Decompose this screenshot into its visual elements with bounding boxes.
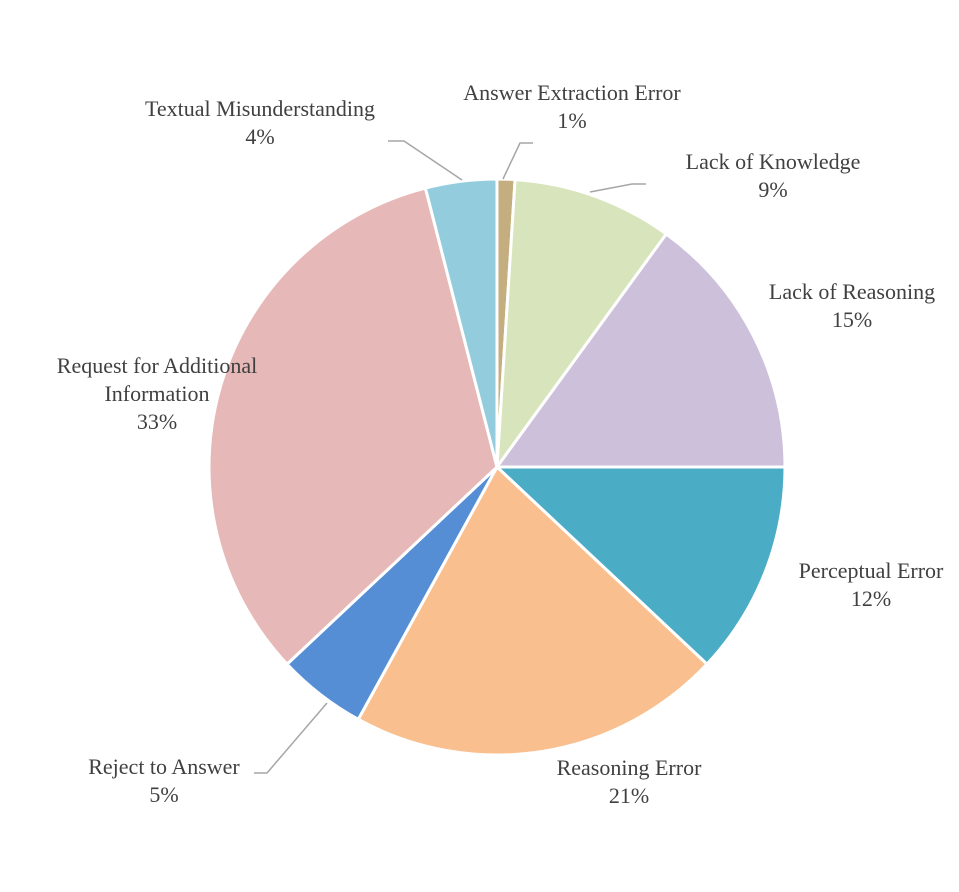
- label-name-line-1: Request for Additional: [56, 353, 258, 378]
- label-pct: 1%: [557, 108, 587, 133]
- label-lack-of-reasoning: Lack of Reasoning 15%: [769, 278, 935, 334]
- label-name: Reject to Answer: [88, 754, 240, 779]
- label-pct: 15%: [831, 307, 873, 332]
- label-pct: 21%: [608, 783, 650, 808]
- label-pct: 33%: [136, 409, 178, 434]
- leader-line-reject-to-answer: [254, 702, 328, 774]
- label-pct: 12%: [850, 586, 892, 611]
- leader-line-lack-of-knowledge: [589, 183, 646, 193]
- label-name: Perceptual Error: [798, 558, 944, 583]
- label-name: Lack of Knowledge: [685, 149, 861, 174]
- label-textual-misunderstanding: Textual Misunderstanding 4%: [145, 95, 375, 151]
- leader-line-answer-extraction-error: [502, 142, 533, 180]
- slice-lack-of-reasoning: [495, 232, 787, 469]
- slice-textual-misunderstanding: [423, 177, 499, 469]
- label-pct: 9%: [758, 177, 788, 202]
- label-lack-of-knowledge: Lack of Knowledge 9%: [686, 148, 861, 204]
- label-name: Lack of Reasoning: [768, 279, 936, 304]
- slice-reasoning-error: [356, 465, 709, 757]
- label-perceptual-error: Perceptual Error 12%: [799, 557, 944, 613]
- label-name-line-2: Information: [104, 381, 210, 406]
- label-name: Answer Extraction Error: [463, 80, 681, 105]
- slice-perceptual-error: [495, 465, 787, 666]
- label-request-for-additional-information: Request for Additional Information 33%: [57, 352, 257, 436]
- leader-line-textual-misunderstanding: [388, 140, 463, 181]
- label-reject-to-answer: Reject to Answer 5%: [88, 753, 240, 809]
- slice-lack-of-knowledge: [495, 178, 668, 469]
- label-name: Reasoning Error: [556, 755, 702, 780]
- label-answer-extraction-error: Answer Extraction Error 1%: [463, 79, 680, 135]
- label-pct: 4%: [245, 124, 275, 149]
- slice-request-for-additional-information: [207, 186, 499, 666]
- label-reasoning-error: Reasoning Error 21%: [557, 754, 702, 810]
- label-name: Textual Misunderstanding: [144, 96, 376, 121]
- label-pct: 5%: [149, 782, 179, 807]
